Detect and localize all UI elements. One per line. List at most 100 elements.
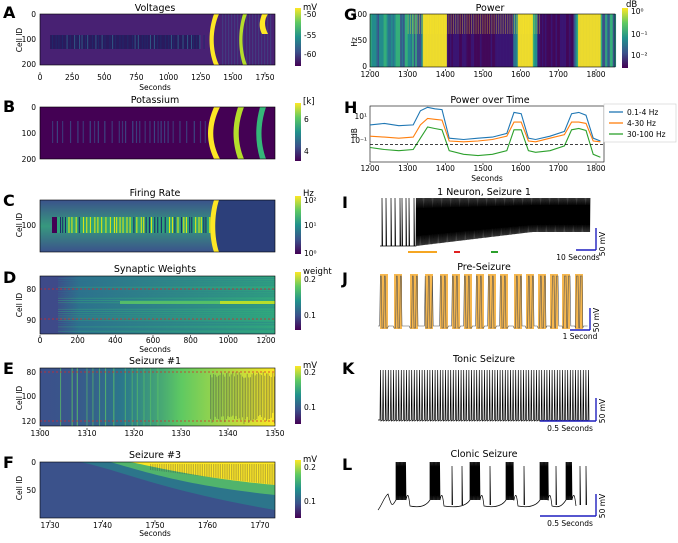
panel-k-title: Tonic Seizure [452, 354, 515, 365]
xtick-label: 1300 [398, 70, 417, 79]
spectrogram-column [433, 14, 436, 67]
panel-d: D Synaptic Weights Cell ID 80 90 0 200 400… [3, 264, 332, 354]
spectrogram-streak [439, 14, 441, 34]
spectrogram-column [526, 14, 529, 67]
activity-stripe [225, 14, 227, 65]
firing-stripe [185, 217, 187, 233]
spectrogram-column [508, 14, 511, 67]
xtick-label: 1200 [256, 336, 275, 345]
spectrogram-column [451, 14, 454, 67]
firing-stripe [94, 217, 96, 233]
activity-stripe [141, 35, 143, 49]
weight-row [58, 282, 275, 284]
spectrogram-streak [425, 14, 427, 34]
seizure-stripe [253, 373, 254, 420]
seizure-stripe [150, 368, 152, 426]
firing-stripe [75, 217, 77, 233]
panel-i-trace [380, 197, 591, 247]
seizure-stripe [180, 464, 182, 474]
activity-stripe [134, 35, 136, 49]
wavefront-1 [208, 107, 220, 159]
spectrogram-column [605, 14, 608, 67]
spectrogram-streak [455, 14, 457, 34]
firing-stripe [189, 217, 191, 233]
panel-g-title: Power [476, 3, 505, 14]
seizure-stripe [222, 464, 223, 479]
panel-e-ylabel: Cell ID [15, 386, 24, 411]
wavefront-1 [210, 200, 219, 252]
xtick-label: 1730 [40, 521, 59, 530]
firing-stripe [101, 217, 103, 233]
weight-row [58, 308, 275, 310]
spectrogram-column [531, 14, 534, 67]
activity-stripe [258, 14, 260, 65]
spectrogram-column [544, 14, 547, 67]
spectrogram-column [490, 14, 493, 67]
weight-row [58, 326, 275, 328]
seizure-stripe [157, 368, 159, 426]
panel-a-xticks: 0 250 500 750 1000 1250 1500 1750 [38, 72, 275, 82]
burst-highlight [425, 274, 433, 329]
weight-row [58, 295, 275, 297]
firing-stripe [209, 217, 211, 233]
spectrogram-column [572, 14, 574, 67]
activity-stripe [231, 14, 233, 65]
seizure-stripe [159, 464, 160, 472]
spectrogram-streak [459, 14, 461, 34]
spectrogram-column [534, 14, 537, 67]
seizure-stripe [175, 464, 176, 474]
firing-stripe [64, 217, 67, 233]
firing-stripe [148, 217, 150, 233]
firing-stripe [68, 217, 70, 233]
seizure-stripe [213, 374, 214, 421]
seizure-stripe [150, 464, 151, 470]
seizure-stripe [274, 464, 275, 485]
spectrogram-column [439, 14, 442, 67]
spectrogram-streak [421, 14, 423, 34]
spectrogram-streak [484, 14, 486, 34]
spectrogram-column [555, 14, 558, 67]
seizure-stripe [258, 464, 259, 483]
panel-f-unit: mV [303, 455, 317, 465]
seizure-stripe [248, 377, 250, 423]
spectrogram-column [401, 14, 404, 67]
spectrogram-column [608, 14, 611, 67]
scale-voltage-label: 50 mV [598, 493, 607, 518]
spectrogram-column [505, 14, 508, 67]
spectrogram-streak [443, 14, 445, 34]
xtick-label: 1350 [265, 429, 284, 438]
panel-d-title: Synaptic Weights [114, 264, 196, 275]
seizure-stripe [177, 464, 178, 474]
xtick-label: 1800 [586, 164, 605, 173]
activity-stripe [79, 35, 81, 49]
burst-highlight [514, 274, 522, 329]
weight-row [58, 333, 275, 334]
spectrogram-column [514, 14, 517, 67]
spectrogram-column [445, 14, 448, 67]
panel-g-cbar-tick: 10⁰ [631, 7, 644, 16]
panel-a-unit: mV [303, 3, 317, 13]
seizure-stripe [258, 372, 259, 417]
panel-h-ytick: 10¹ [354, 112, 367, 121]
panel-g: G Power Hz 0 50 100 1200 1300 1400 1500 1600… [344, 0, 648, 79]
seizure-stripe [272, 464, 274, 485]
series-line-2 [369, 117, 601, 143]
spectrogram-column [532, 14, 535, 67]
weight-row [58, 317, 275, 319]
seizure-stripe [71, 368, 73, 426]
spectrogram-column [449, 14, 452, 67]
panel-j-title: Pre-Seizure [457, 262, 511, 273]
panel-e-ytick: 120 [22, 417, 37, 426]
spectrogram-column [419, 14, 422, 67]
spectrogram-column [585, 14, 588, 67]
spectrogram-column [374, 14, 377, 67]
panel-h-ylabel: dB [350, 128, 359, 138]
seizure-stripe [220, 464, 221, 479]
potassium-stripe [179, 121, 181, 143]
spectrogram-streak [518, 14, 520, 34]
activity-stripe [199, 35, 201, 49]
panel-e-heatmap [39, 367, 276, 427]
weight-row [58, 330, 275, 332]
firing-stripe [89, 217, 91, 233]
spectrogram-column [525, 14, 528, 67]
